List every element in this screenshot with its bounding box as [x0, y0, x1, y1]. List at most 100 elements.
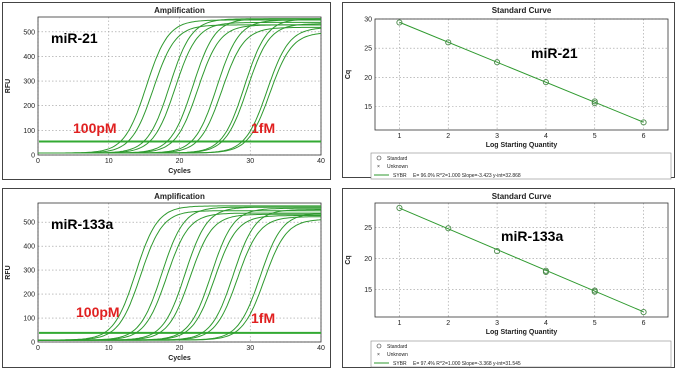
y-tick-label: 0 — [31, 340, 35, 347]
standard-point — [640, 309, 647, 316]
x-tick-label: 0 — [36, 158, 40, 165]
x-tick-label: 10 — [105, 158, 113, 165]
y-tick-label: 500 — [23, 220, 35, 227]
legend-standard-marker — [376, 155, 382, 161]
plot-area-border — [37, 16, 322, 156]
standard-point — [396, 19, 403, 26]
y-tick-label: 20 — [364, 256, 372, 263]
y-tick-label: 30 — [364, 17, 372, 24]
x-tick-label: 6 — [642, 320, 646, 327]
plot-area-border — [37, 202, 322, 343]
target-label: miR-21 — [531, 45, 578, 61]
y-tick-label: 15 — [364, 287, 372, 294]
regression-line — [399, 21, 644, 123]
legend-box — [370, 152, 672, 180]
standard-point — [494, 248, 501, 255]
legend-standard-marker — [376, 343, 382, 349]
y-tick-label: 400 — [23, 54, 35, 61]
standard-point — [542, 268, 549, 276]
concentration-label-low: 1fM — [251, 310, 275, 326]
y-tick-label: 300 — [23, 79, 35, 86]
standard-point — [494, 59, 501, 66]
x-tick-label: 5 — [593, 133, 597, 140]
y-axis-label: Cq — [345, 255, 352, 264]
legend-standard-label: Standard — [387, 156, 408, 162]
x-tick-label: 4 — [544, 133, 548, 140]
y-axis-label: RFU — [5, 265, 12, 279]
y-axis-label: RFU — [5, 79, 12, 93]
standard-point — [396, 204, 403, 211]
target-label: miR-21 — [51, 30, 98, 46]
plot-area-border — [374, 18, 669, 131]
plot-area-border — [374, 202, 669, 318]
x-tick-label: 3 — [495, 133, 499, 140]
chart-title: Amplification — [154, 6, 205, 15]
x-tick-label: 3 — [495, 320, 499, 327]
amplification-panel-bottom: Amplification 0 10 20 30 40 0 100 200 300 400 500 Cy… — [2, 188, 331, 368]
x-tick-label: 2 — [446, 320, 450, 327]
standard-point — [591, 98, 598, 105]
y-tick-label: 100 — [23, 128, 35, 135]
y-tick-label: 200 — [23, 103, 35, 110]
y-tick-label: 300 — [23, 268, 35, 275]
legend-box — [370, 340, 672, 368]
x-tick-label: 30 — [246, 345, 254, 352]
target-label: miR-133a — [51, 216, 113, 232]
legend-fit-text: E= 96.0% R^2=1.000 Slope=-3.423 y-int=32… — [413, 173, 521, 179]
x-tick-label: 2 — [446, 133, 450, 140]
y-tick-label: 15 — [364, 104, 372, 111]
concentration-label-high: 100pM — [73, 120, 117, 136]
concentration-label-low: 1fM — [251, 120, 275, 136]
regression-line — [399, 207, 644, 313]
chart-title: Amplification — [154, 192, 205, 201]
x-axis-label: Cycles — [168, 168, 191, 175]
amplification-curve — [38, 210, 321, 341]
chart-title: Standard Curve — [492, 192, 552, 201]
legend-unknown-label: Unknown — [387, 164, 408, 170]
legend-unknown-marker: × — [377, 352, 380, 358]
y-axis-label: Cq — [345, 70, 352, 79]
y-tick-label: 500 — [23, 29, 35, 36]
concentration-label-high: 100pM — [76, 304, 120, 320]
amplification-curve — [38, 219, 322, 341]
x-tick-label: 20 — [176, 158, 184, 165]
y-tick-label: 400 — [23, 244, 35, 251]
standard-point — [591, 288, 598, 295]
x-axis-label: Cycles — [168, 355, 191, 362]
legend-fit-text: E= 97.4% R^2=1.000 Slope=-3.368 y-int=31… — [413, 361, 521, 367]
standard-point — [591, 100, 598, 107]
legend-fit-name: SYBR — [393, 361, 407, 367]
standard-point — [445, 39, 452, 46]
y-tick-label: 0 — [31, 153, 35, 160]
standard-point — [640, 119, 647, 126]
standard-curve-panel-top: Standard Curve 1 2 3 4 5 6 15 20 25 30 Log Starting… — [342, 2, 675, 180]
amplification-panel-top: Amplification 0 10 20 30 40 0 100 200 300 400 500 Cy… — [2, 2, 331, 180]
standard-point — [542, 79, 549, 86]
legend-fit-name: SYBR — [393, 173, 407, 179]
x-axis-label: Log Starting Quantity — [486, 142, 558, 149]
x-tick-label: 20 — [176, 345, 184, 352]
amplification-curve — [38, 32, 322, 154]
standard-curve-chart-top: Standard Curve 1 2 3 4 5 6 15 20 25 30 Log Starting… — [345, 6, 672, 180]
x-tick-label: 1 — [397, 320, 401, 327]
x-tick-label: 6 — [642, 133, 646, 140]
x-tick-label: 40 — [317, 345, 325, 352]
y-tick-label: 25 — [364, 46, 372, 53]
legend-unknown-marker: × — [377, 164, 380, 170]
y-tick-label: 20 — [364, 75, 372, 82]
chart-title: Standard Curve — [492, 6, 552, 15]
x-tick-label: 5 — [593, 320, 597, 327]
x-tick-label: 0 — [36, 345, 40, 352]
legend-standard-label: Standard — [387, 344, 408, 350]
target-label: miR-133a — [501, 228, 563, 244]
x-axis-label: Log Starting Quantity — [486, 329, 558, 336]
y-tick-label: 25 — [364, 225, 372, 232]
standard-curve-chart-bottom: Standard Curve 1 2 3 4 5 6 15 20 25 Log Starting Q… — [345, 192, 672, 368]
x-tick-label: 4 — [544, 320, 548, 327]
legend-unknown-label: Unknown — [387, 352, 408, 358]
x-tick-label: 10 — [105, 345, 113, 352]
x-tick-label: 1 — [397, 133, 401, 140]
x-tick-label: 40 — [317, 158, 325, 165]
